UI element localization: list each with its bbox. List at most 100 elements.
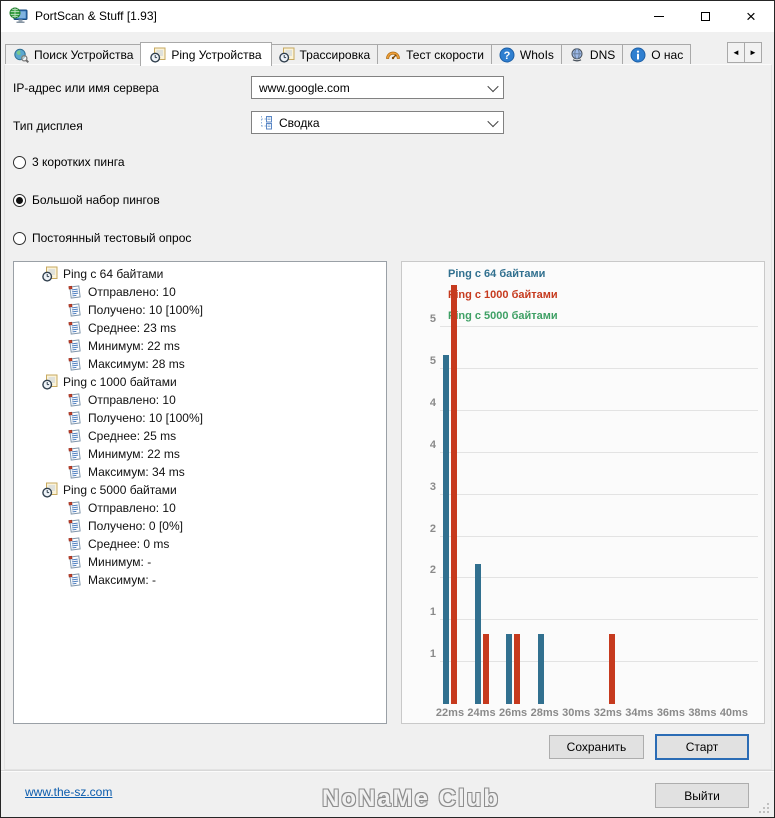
radio-button-icon[interactable] [13, 193, 26, 207]
tab-label: Поиск Устройства [34, 47, 134, 62]
tab-scroll-right-button[interactable]: ► [744, 42, 762, 63]
tree-stat-row[interactable]: Среднее: 0 ms [14, 535, 386, 553]
tree-group-row[interactable]: Ping с 64 байтами [14, 265, 386, 283]
tree-group-row[interactable]: Ping с 1000 байтами [14, 373, 386, 391]
server-address-label: IP-адрес или имя сервера [13, 81, 159, 95]
info-circle-icon [630, 47, 646, 63]
website-link[interactable]: www.the-sz.com [25, 785, 113, 799]
radio-3-short-pings[interactable]: 3 коротких пинга [13, 155, 191, 169]
tree-stat-row[interactable]: Минимум: 22 ms [14, 337, 386, 355]
tree-stat-row[interactable]: Максимум: 34 ms [14, 463, 386, 481]
chart-gridline [440, 409, 758, 411]
minimize-button[interactable] [636, 1, 682, 32]
chart-x-tick: 34ms [625, 707, 654, 719]
maximize-icon [700, 12, 710, 21]
tree-stat-row[interactable]: Получено: 10 [100%] [14, 409, 386, 427]
note-clock-icon [42, 482, 58, 498]
report-icon [68, 357, 82, 371]
radio-button-icon[interactable] [13, 155, 26, 169]
chart-bar [443, 354, 449, 704]
tab-label: Тест скорости [406, 47, 484, 62]
tree-group-title: Ping с 64 байтами [63, 267, 164, 281]
tab-label: Трассировка [299, 47, 371, 62]
display-type-dropdown-button[interactable] [483, 112, 503, 133]
note-clock-icon [150, 47, 166, 63]
server-address-value: www.google.com [259, 80, 350, 95]
report-icon [68, 537, 82, 551]
tab-label: О нас [651, 47, 684, 62]
tree-stat-label: Среднее: 0 ms [88, 537, 170, 551]
radio-continuous-poll[interactable]: Постоянный тестовый опрос [13, 231, 191, 245]
tree-stat-row[interactable]: Максимум: 28 ms [14, 355, 386, 373]
tree-stat-row[interactable]: Получено: 10 [100%] [14, 301, 386, 319]
server-address-dropdown-button[interactable] [483, 77, 503, 98]
chart-y-tick: 4 [429, 396, 436, 409]
display-type-combobox[interactable]: Сводка [251, 111, 504, 134]
tab-traceroute[interactable]: Трассировка [270, 44, 379, 64]
ping-chart-panel: 5 5 4 4 3 2 2 1 1 22ms 24ms 26ms 28ms 30ms 32ms 34ms 36m… [401, 261, 765, 724]
close-icon: × [746, 7, 756, 26]
window-title: PortScan & Stuff [1.93] [35, 9, 157, 23]
tree-stat-label: Отправлено: 10 [88, 501, 176, 515]
tree-stat-row[interactable]: Отправлено: 10 [14, 391, 386, 409]
tree-stat-row[interactable]: Минимум: - [14, 553, 386, 571]
report-icon [68, 285, 82, 299]
chart-x-tick: 30ms [562, 707, 591, 719]
tree-stat-row[interactable]: Среднее: 23 ms [14, 319, 386, 337]
tree-group-title: Ping с 1000 байтами [63, 375, 177, 389]
tree-stat-row[interactable]: Получено: 0 [0%] [14, 517, 386, 535]
tab-ping[interactable]: Ping Устройства [140, 42, 272, 66]
ping-results-tree: Ping с 64 байтами Отправлено: 10 Получено:… [14, 262, 386, 589]
tree-stat-label: Получено: 10 [100%] [88, 411, 203, 425]
radio-button-icon[interactable] [13, 231, 26, 245]
tree-group-row[interactable]: Ping с 5000 байтами [14, 481, 386, 499]
report-icon [68, 339, 82, 353]
save-button[interactable]: Сохранить [549, 735, 644, 759]
app-icon [9, 6, 29, 26]
tree-stat-row[interactable]: Среднее: 25 ms [14, 427, 386, 445]
gauge-icon [385, 47, 401, 63]
report-icon [68, 555, 82, 569]
note-clock-icon [42, 374, 58, 390]
tree-stat-row[interactable]: Отправлено: 10 [14, 283, 386, 301]
exit-button[interactable]: Выйти [655, 783, 749, 808]
tree-group-title: Ping с 5000 байтами [63, 483, 177, 497]
tree-stat-label: Максимум: 28 ms [88, 357, 185, 371]
arrow-left-icon: ◄ [732, 48, 740, 57]
chart-y-tick: 2 [429, 522, 436, 535]
arrow-right-icon: ► [749, 48, 757, 57]
tab-dns[interactable]: DNS [560, 44, 624, 64]
report-icon [68, 501, 82, 515]
resize-grip-icon[interactable] [758, 801, 770, 813]
tab-device-search[interactable]: Поиск Устройства [5, 44, 142, 64]
tree-stat-label: Минимум: - [88, 555, 152, 569]
report-icon [68, 321, 82, 335]
chart-y-tick: 3 [429, 480, 436, 493]
chart-x-tick: 38ms [688, 707, 717, 719]
tree-stat-row[interactable]: Максимум: - [14, 571, 386, 589]
ping-results-panel: Ping с 64 байтами Отправлено: 10 Получено:… [13, 261, 387, 724]
close-button[interactable]: × [728, 1, 774, 32]
tree-stat-row[interactable]: Отправлено: 10 [14, 499, 386, 517]
tab-whois[interactable]: ? WhoIs [490, 44, 562, 64]
chart-bar [514, 634, 521, 704]
server-address-combobox[interactable]: www.google.com [251, 76, 504, 99]
chart-bar [482, 634, 489, 704]
chart-y-tick: 5 [429, 313, 436, 325]
chart-y-tick: 4 [429, 438, 436, 451]
tab-speed-test[interactable]: Тест скорости [377, 44, 492, 64]
radio-large-ping-set[interactable]: Большой набор пингов [13, 193, 191, 207]
display-type-label: Тип дисплея [13, 119, 83, 133]
summary-view-icon [259, 115, 274, 130]
tab-scroll-left-button[interactable]: ◄ [727, 42, 745, 63]
tab-about[interactable]: О нас [622, 44, 692, 64]
chevron-down-icon [487, 80, 499, 92]
maximize-button[interactable] [682, 1, 728, 32]
dns-globe-icon [569, 47, 585, 63]
chart-gridline [440, 577, 758, 579]
tree-stat-row[interactable]: Минимум: 22 ms [14, 445, 386, 463]
question-circle-icon: ? [499, 47, 515, 63]
chart-gridline [440, 493, 758, 495]
start-button[interactable]: Старт [655, 734, 749, 760]
report-icon [68, 447, 82, 461]
